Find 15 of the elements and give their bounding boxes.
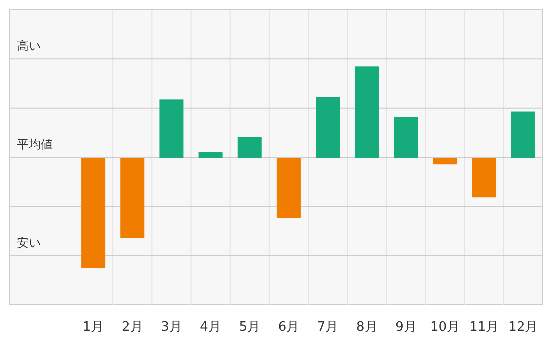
annotation: 高い: [17, 39, 41, 54]
x-tick-label: 11月: [470, 320, 500, 335]
x-tick-label: 4月: [200, 320, 222, 335]
x-tick-label: 2月: [122, 320, 144, 335]
x-tick-label: 7月: [317, 320, 339, 335]
annotation: 安い: [17, 236, 41, 250]
x-tick-label: 6月: [278, 320, 300, 335]
x-tick-label: 5月: [239, 320, 261, 335]
x-tick-label: 10月: [430, 320, 460, 335]
x-tick-label: 9月: [396, 320, 417, 335]
x-tick-label: 1月: [82, 320, 104, 335]
x-tick-label: 8月: [356, 320, 378, 335]
x-tick-label: 3月: [161, 320, 182, 335]
x-tick-label: 12月: [508, 320, 538, 335]
annotation: 平均値: [17, 138, 53, 152]
